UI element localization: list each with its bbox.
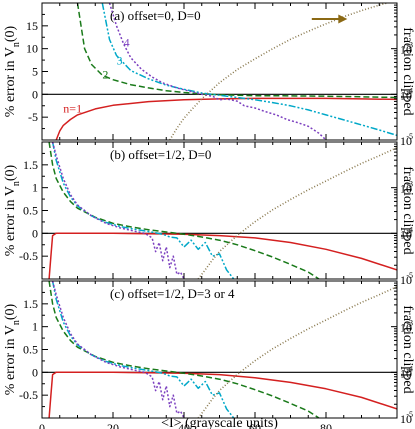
y-axis-right-label: fraction clipped <box>400 166 415 254</box>
y-tick-label: 0 <box>32 87 38 101</box>
yr-tick-base: 10 <box>400 134 412 148</box>
plot-frame <box>41 280 398 419</box>
x-tick-label: 0 <box>39 421 45 429</box>
y-axis-label-suffix: (0) <box>3 303 18 320</box>
y-axis-label: % error in Vn(0) <box>3 164 22 256</box>
yr-tick-base: 10 <box>400 227 412 241</box>
panel-c: -0.500.511.510-510-410-3(c) offset=1/2, … <box>3 280 415 429</box>
yr-tick-base: 10 <box>400 43 412 57</box>
panel-label: (c) offset=1/2, D=3 or 4 <box>110 286 235 301</box>
y-tick-label: -5 <box>28 110 38 124</box>
series-clipped-line <box>169 3 390 140</box>
series-n3-line <box>51 281 235 418</box>
yr-tick-base: 10 <box>400 88 412 102</box>
yr-tick-exp: -3 <box>406 319 413 328</box>
y-axis-label-text: % error in V <box>3 47 18 117</box>
yr-tick-exp: -5 <box>406 271 413 280</box>
yr-tick-base: 10 <box>400 366 412 380</box>
x-tick-label: 60 <box>249 421 261 429</box>
y-tick-label: 0 <box>32 226 38 240</box>
yr-tick-exp: -3 <box>406 41 413 50</box>
series-n3-line <box>101 3 397 137</box>
y-tick-label: 0.5 <box>23 204 38 218</box>
yr-tick-exp: -4 <box>406 86 413 95</box>
panel-label: (a) offset=0, D=0 <box>110 8 201 23</box>
series-n1-line <box>55 97 397 140</box>
plot-area <box>48 281 397 418</box>
y-tick-label: 1 <box>32 181 38 195</box>
series-label: 2 <box>102 67 108 81</box>
x-tick-label: 80 <box>320 421 332 429</box>
series-n4-line <box>51 142 185 279</box>
y-tick-label: 0.5 <box>23 343 38 357</box>
y-axis-label-text: % error in V <box>3 325 18 395</box>
y-tick-label: 15 <box>26 19 38 33</box>
yr-tick-exp: -3 <box>406 180 413 189</box>
series-label: 3 <box>117 54 123 68</box>
yr-tick-exp: -4 <box>406 225 413 234</box>
yr-tick-exp: -5 <box>406 132 413 141</box>
y-axis-label-sub: n <box>11 320 22 325</box>
plot-area <box>48 142 397 279</box>
series-n4-line <box>108 3 327 140</box>
panel-label: (b) offset=1/2, D=0 <box>110 147 211 162</box>
y-tick-label: 0 <box>32 365 38 379</box>
x-axis-label: <I> (grayscale units) <box>161 416 278 429</box>
series-n2-line <box>76 3 397 99</box>
y-axis-label-suffix: (0) <box>3 164 18 181</box>
y-axis-label-sub: n <box>11 181 22 186</box>
y-tick-label: 5 <box>32 65 38 79</box>
series-clipped-line <box>197 146 397 279</box>
x-tick-label: 20 <box>107 421 119 429</box>
yr-tick-exp: -4 <box>406 364 413 373</box>
y-tick-label: 1.5 <box>23 297 38 311</box>
y-axis-label-sub: n <box>11 42 22 47</box>
series-n2-line <box>48 281 320 418</box>
y-axis-label: % error in Vn(0) <box>3 303 22 395</box>
series-n4-line <box>51 281 185 418</box>
yr-tick-base: 10 <box>400 182 412 196</box>
yr-tick-base: 10 <box>400 412 412 426</box>
y-tick-label: 1 <box>32 320 38 334</box>
plot-area <box>55 3 397 140</box>
yr-tick-base: 10 <box>400 273 412 287</box>
yr-tick-base: 10 <box>400 321 412 335</box>
x-tick-label: 40 <box>178 421 190 429</box>
plot-frame <box>41 141 398 280</box>
y-tick-label: 10 <box>26 42 38 56</box>
y-tick-label: -0.5 <box>19 249 38 263</box>
series-n1-line <box>48 232 397 279</box>
y-axis-label-text: % error in V <box>3 186 18 256</box>
y-axis-label-suffix: (0) <box>3 25 18 42</box>
panel-b: -0.500.511.510-510-410-3(b) offset=1/2, … <box>3 141 415 287</box>
y-tick-label: -0.5 <box>19 388 38 402</box>
series-n1-line <box>48 371 397 418</box>
series-clipped-line <box>197 285 397 418</box>
series-n2-line <box>48 142 320 279</box>
y-tick-label: 1.5 <box>23 158 38 172</box>
yr-tick-exp: -5 <box>406 410 413 419</box>
y-axis-right-label: fraction clipped <box>400 305 415 393</box>
right-axis-arrow-head <box>338 14 348 24</box>
y-axis-label: % error in Vn(0) <box>3 25 22 117</box>
series-n3-line <box>51 142 235 279</box>
y-axis-right-label: fraction clipped <box>400 27 415 115</box>
series-label: n=1 <box>63 102 82 116</box>
series-label: 4 <box>124 35 130 49</box>
